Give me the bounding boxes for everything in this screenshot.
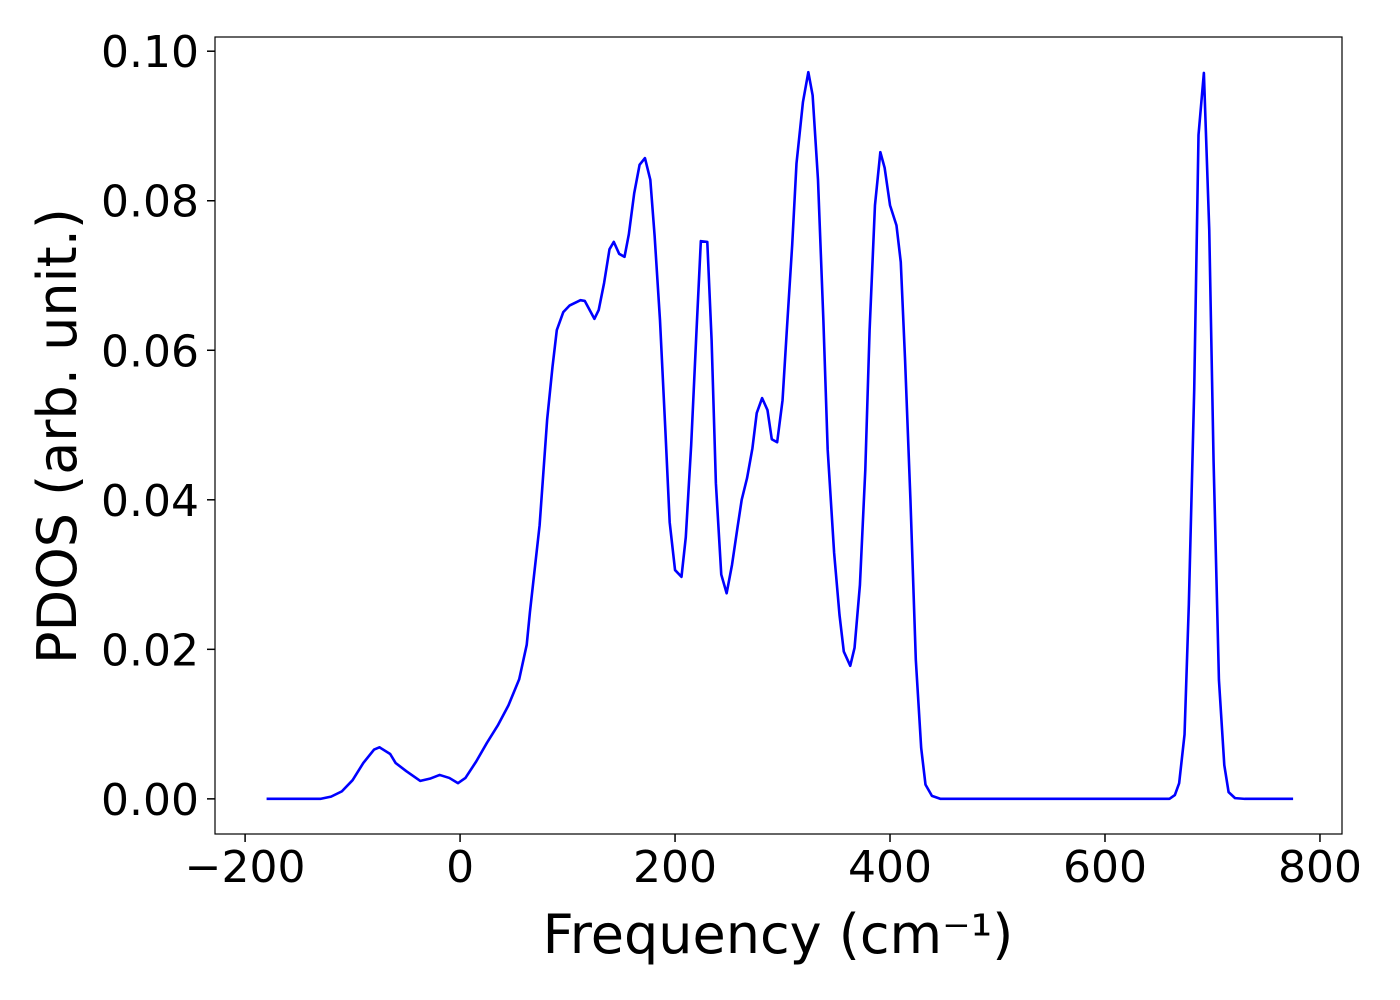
y-tick-label: 0.02 (101, 625, 199, 676)
y-tick-label: 0.00 (101, 775, 199, 826)
plot-frame (214, 36, 1343, 835)
y-tick-label: 0.06 (101, 326, 199, 377)
y-axis-label: PDOS (arb. unit.) (26, 208, 89, 664)
x-tick-label: −200 (185, 842, 306, 893)
x-tick-label: 800 (1278, 842, 1362, 893)
x-tick-label: 400 (848, 842, 932, 893)
y-tick-label: 0.10 (101, 27, 199, 78)
series-line (266, 70, 1294, 801)
x-axis-label: Frequency (cm⁻¹) (543, 903, 1014, 966)
y-tick-label: 0.04 (101, 476, 199, 527)
x-tick-label: 200 (633, 842, 717, 893)
y-tick-label: 0.08 (101, 177, 199, 228)
x-tick-label: 0 (446, 842, 474, 893)
x-tick-label: 600 (1063, 842, 1147, 893)
